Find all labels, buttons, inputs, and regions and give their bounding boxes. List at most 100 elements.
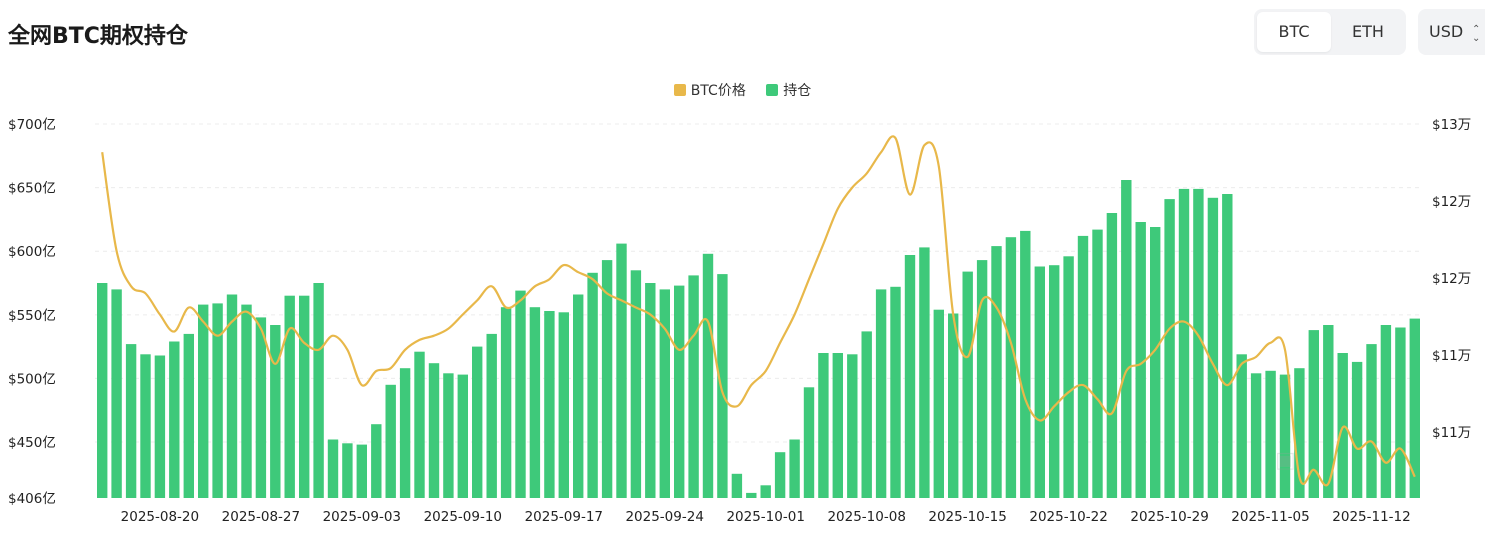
oi-bar <box>976 260 988 498</box>
oi-bar <box>414 351 425 498</box>
oi-bar <box>284 295 295 498</box>
left-axis-tick: $500亿 <box>8 371 56 387</box>
oi-bar <box>746 492 757 498</box>
oi-bar <box>1049 265 1060 498</box>
oi-bar <box>111 289 122 498</box>
oi-bar <box>890 286 901 498</box>
currency-value: USD <box>1429 22 1464 41</box>
oi-bar <box>818 353 829 498</box>
right-axis-tick: $11万 <box>1432 425 1471 441</box>
x-axis-tick: 2025-11-05 <box>1231 509 1309 525</box>
x-axis-tick: 2025-08-20 <box>121 509 199 525</box>
oi-bar <box>371 424 382 498</box>
legend-item-oi[interactable]: 持仓 <box>766 80 811 100</box>
oi-bar <box>558 312 569 498</box>
oi-bar <box>1222 194 1233 498</box>
oi-bar <box>1351 361 1363 498</box>
legend-item-price[interactable]: BTC价格 <box>673 80 746 100</box>
oi-bar <box>1020 230 1031 498</box>
oi-bar <box>1250 373 1262 498</box>
tab-btc[interactable]: BTC <box>1257 12 1331 52</box>
x-axis-tick: 2025-10-15 <box>928 509 1006 525</box>
chart-legend: BTC价格 持仓 <box>0 80 1485 100</box>
oi-bar <box>1279 374 1291 498</box>
oi-bar <box>702 253 714 498</box>
oi-bar <box>428 363 440 498</box>
oi-bar <box>1207 197 1219 499</box>
oi-bar <box>789 439 800 498</box>
oi-bar <box>299 295 310 498</box>
oi-bar <box>1164 199 1175 498</box>
left-axis-tick: $650亿 <box>8 181 56 197</box>
oi-bar <box>933 309 944 498</box>
oi-bar <box>1135 222 1146 498</box>
oi-bar <box>97 283 108 498</box>
oi-bar <box>241 304 252 498</box>
oi-bar <box>486 333 497 498</box>
oi-bar <box>1193 188 1204 498</box>
oi-bar <box>1380 325 1392 498</box>
oi-bar <box>1395 327 1406 498</box>
currency-select[interactable]: USD ⌃ ⌄ <box>1418 9 1485 55</box>
right-axis-tick: $11万 <box>1432 348 1471 364</box>
oi-bar <box>1092 229 1103 498</box>
oi-bar <box>1063 256 1074 498</box>
left-axis-tick: $450亿 <box>8 435 56 451</box>
oi-bar <box>861 331 872 498</box>
oi-bar <box>803 387 815 498</box>
right-axis-tick: $12万 <box>1432 194 1471 210</box>
oi-bar <box>226 294 238 498</box>
x-axis-tick: 2025-09-03 <box>323 509 401 525</box>
oi-bar <box>342 443 353 498</box>
left-axis-tick: $600亿 <box>8 244 56 260</box>
oi-bar <box>457 374 468 498</box>
left-axis-tick: $550亿 <box>8 308 56 324</box>
oi-bar <box>1294 368 1305 498</box>
oi-bar <box>674 285 685 498</box>
oi-bar <box>1178 188 1190 498</box>
oi-bar <box>760 485 771 498</box>
chevron-down-icon: ⌄ <box>1472 33 1481 44</box>
oi-bar <box>1265 370 1276 498</box>
oi-bar <box>774 452 786 498</box>
oi-bar <box>544 311 555 498</box>
oi-bar <box>1337 353 1348 498</box>
x-axis-tick: 2025-10-22 <box>1029 509 1107 525</box>
oi-bar <box>601 260 613 498</box>
oi-bar <box>962 271 973 498</box>
oi-bar <box>875 289 887 498</box>
left-axis-tick: $700亿 <box>8 117 56 133</box>
page-title: 全网BTC期权持仓 <box>8 24 188 49</box>
btc-price-line <box>101 135 1416 487</box>
left-axis-tick: $406亿 <box>8 491 56 507</box>
oi-bar <box>630 270 642 498</box>
oi-bar <box>327 439 339 498</box>
oi-bar <box>645 283 656 498</box>
tab-eth[interactable]: ETH <box>1352 22 1384 41</box>
oi-bar <box>948 313 959 498</box>
oi-bar <box>154 355 166 498</box>
oi-bar <box>140 354 151 498</box>
x-axis-tick: 2025-10-01 <box>726 509 804 525</box>
x-axis-tick: 2025-08-27 <box>222 509 300 525</box>
oi-bar <box>573 294 584 498</box>
chevron-up-icon: ⌃ <box>1472 24 1481 35</box>
oi-bar <box>212 303 223 498</box>
oi-bar <box>313 283 324 498</box>
oi-bar <box>270 325 281 498</box>
right-axis-tick: $13万 <box>1432 117 1471 133</box>
asset-toggle: BTC ETH <box>1254 9 1406 55</box>
oi-bar <box>847 354 858 498</box>
legend-swatch-price <box>673 84 686 96</box>
oi-bar <box>255 317 267 498</box>
oi-bar <box>659 289 670 498</box>
x-axis-tick: 2025-09-17 <box>525 509 603 525</box>
oi-bar <box>1308 330 1319 498</box>
x-axis-tick: 2025-10-08 <box>827 509 905 525</box>
oi-bar <box>515 290 526 498</box>
watermark: ▣ <box>1275 448 1296 473</box>
legend-swatch-oi <box>766 84 779 96</box>
oi-bar <box>1409 318 1420 498</box>
x-axis-tick: 2025-09-24 <box>625 509 703 525</box>
